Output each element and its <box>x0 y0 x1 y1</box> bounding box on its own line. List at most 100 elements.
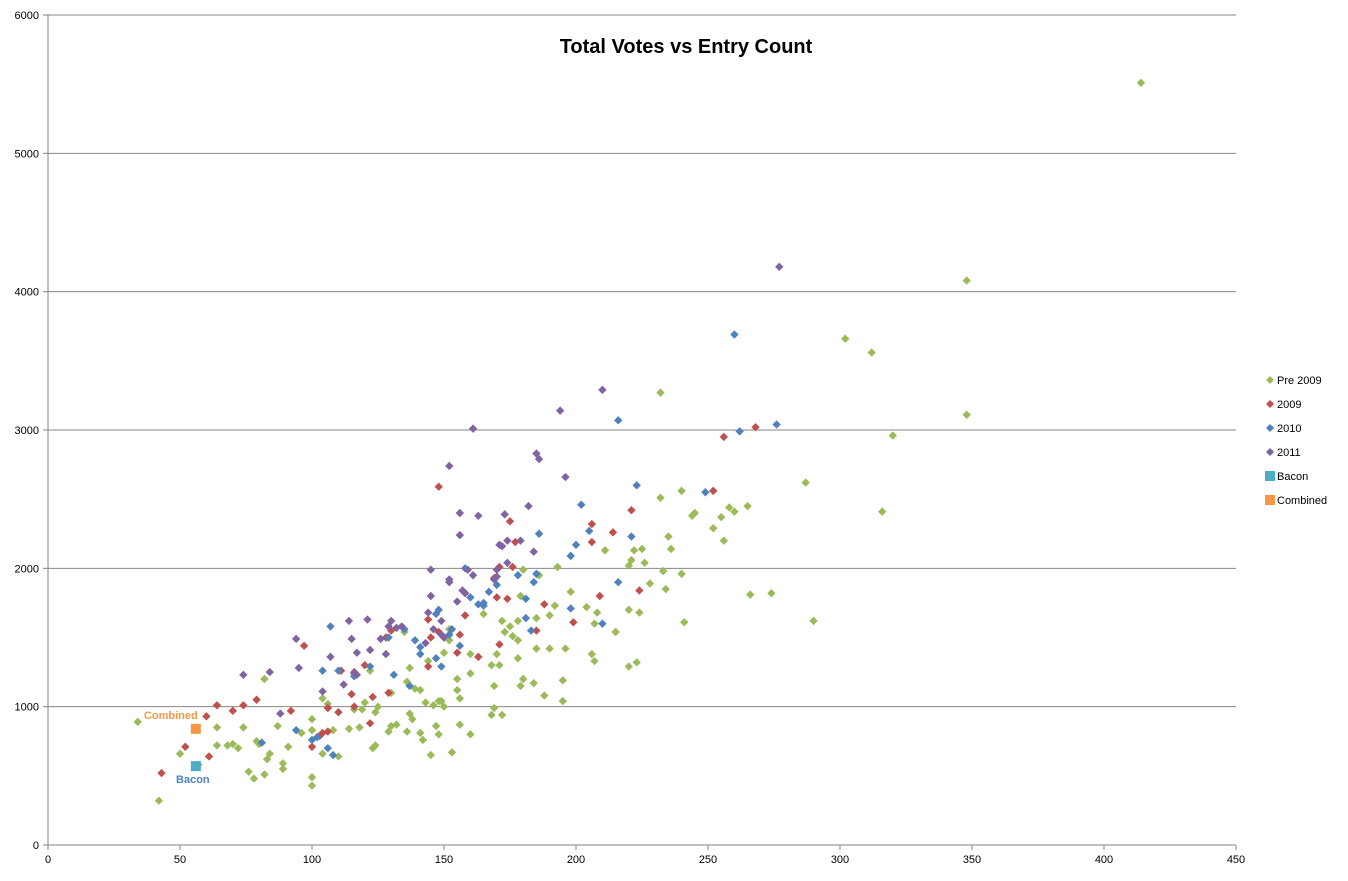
data-point <box>1136 78 1146 87</box>
data-points <box>133 78 1146 805</box>
data-point <box>569 618 578 627</box>
legend-item: Combined <box>1265 495 1327 507</box>
data-point <box>408 714 417 724</box>
x-tick-label: 200 <box>567 854 585 866</box>
data-point <box>635 586 644 595</box>
data-point <box>624 605 633 615</box>
x-tick-label: 100 <box>303 854 321 866</box>
data-point <box>204 752 214 761</box>
data-point <box>175 749 185 758</box>
data-point <box>447 748 457 757</box>
data-point <box>334 708 343 717</box>
legend-marker <box>1265 495 1275 505</box>
data-point <box>590 619 599 628</box>
data-point <box>658 566 668 576</box>
data-point <box>239 670 248 680</box>
data-point <box>521 613 531 623</box>
data-point <box>278 759 288 768</box>
data-point <box>360 698 369 707</box>
x-tick-label: 50 <box>174 854 186 866</box>
x-tick-label: 400 <box>1095 854 1113 866</box>
data-point <box>587 649 597 659</box>
data-point <box>347 690 356 699</box>
legend-marker <box>1266 424 1274 432</box>
data-point <box>307 781 317 790</box>
data-point <box>508 631 517 641</box>
data-point <box>355 723 364 732</box>
data-point <box>344 616 354 626</box>
data-point <box>500 627 509 637</box>
data-point <box>181 742 190 751</box>
data-point <box>455 630 465 639</box>
data-point <box>719 432 729 442</box>
data-point <box>532 626 541 635</box>
data-point <box>212 723 222 732</box>
y-axis-ticks: 0 1000 2000 3000 4000 5000 6000 <box>15 10 48 852</box>
data-point <box>423 608 433 617</box>
data-point <box>384 622 393 631</box>
data-point <box>516 536 525 545</box>
data-point <box>447 625 457 634</box>
data-point <box>666 544 676 554</box>
data-point <box>503 594 512 603</box>
data-point <box>133 717 142 727</box>
data-point <box>585 526 594 536</box>
data-point <box>431 654 441 663</box>
data-point <box>717 512 726 522</box>
data-point <box>614 416 623 425</box>
x-tick-label: 300 <box>831 854 849 866</box>
data-point <box>743 501 752 511</box>
y-tick-label: 2000 <box>15 563 39 575</box>
data-point <box>587 519 597 529</box>
data-point <box>505 517 515 526</box>
data-point <box>307 742 317 751</box>
data-point <box>687 511 697 520</box>
data-point <box>532 449 541 458</box>
legend-label: 2009 <box>1277 399 1301 411</box>
data-point <box>540 691 549 700</box>
data-point <box>701 488 710 497</box>
legend-marker <box>1266 400 1274 408</box>
data-point <box>339 680 348 689</box>
data-point <box>571 540 581 550</box>
data-point <box>426 591 435 601</box>
data-point <box>460 611 470 620</box>
data-point <box>746 590 755 599</box>
data-point <box>434 605 443 615</box>
data-point <box>328 750 338 760</box>
data-point <box>511 537 520 547</box>
data-point <box>521 594 531 603</box>
data-point <box>453 597 462 606</box>
data-point <box>463 565 472 574</box>
data-point <box>307 714 317 724</box>
data-point <box>307 725 317 735</box>
data-point <box>249 774 259 783</box>
data-point <box>534 529 544 538</box>
data-point <box>680 618 689 627</box>
data-point <box>772 420 781 429</box>
y-tick-label: 0 <box>33 840 39 852</box>
data-point <box>466 669 475 678</box>
data-point <box>709 524 718 533</box>
data-point <box>434 730 443 739</box>
data-point <box>489 703 499 713</box>
data-point <box>212 701 222 710</box>
data-point <box>402 677 412 686</box>
data-point <box>532 613 541 623</box>
data-point <box>724 503 734 512</box>
data-point <box>730 507 739 516</box>
data-point <box>598 385 607 395</box>
data-point <box>635 608 644 617</box>
data-point <box>445 630 454 639</box>
data-point <box>252 695 261 704</box>
data-point <box>313 732 322 742</box>
x-tick-label: 250 <box>699 854 717 866</box>
series-2011 <box>239 262 784 718</box>
data-point <box>624 662 633 671</box>
data-point <box>453 674 462 684</box>
data-point <box>431 721 441 731</box>
data-point <box>318 687 327 696</box>
x-axis-ticks: 0 50 100 150 200 250 300 350 400 450 <box>45 845 1245 866</box>
y-tick-label: 4000 <box>15 287 39 299</box>
